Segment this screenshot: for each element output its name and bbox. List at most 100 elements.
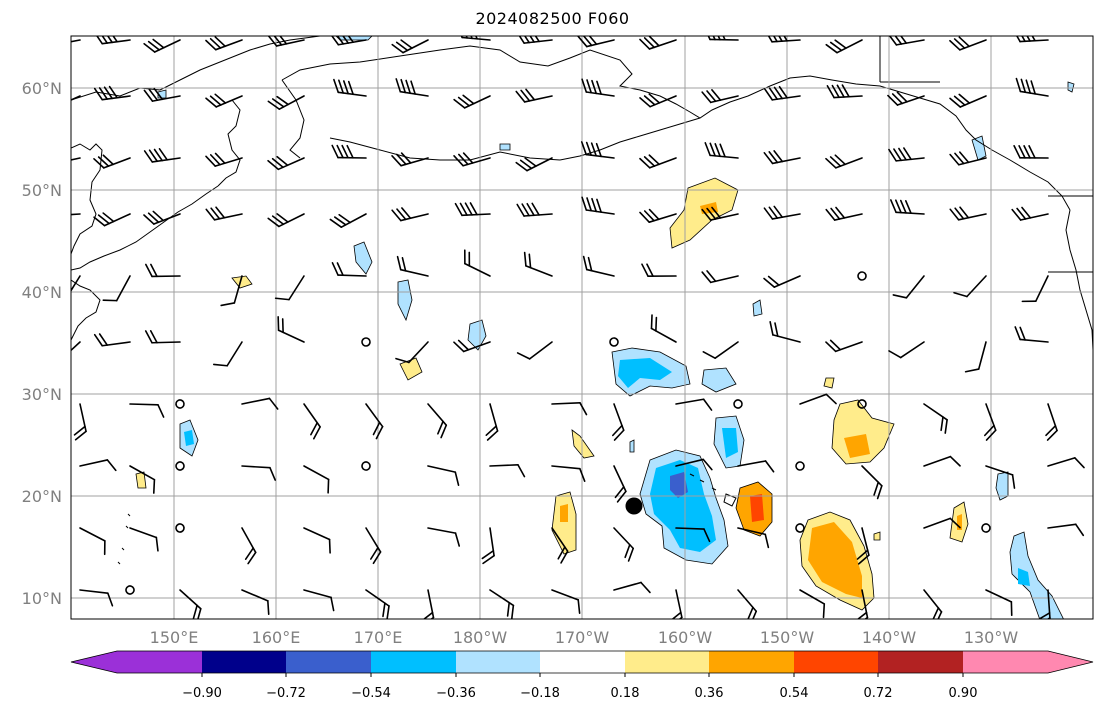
wind-barb bbox=[93, 333, 131, 347]
wind-barb bbox=[641, 263, 677, 277]
colorbar-tick-label: −0.72 bbox=[266, 686, 306, 701]
wind-barb bbox=[71, 39, 81, 46]
gridlines bbox=[71, 36, 1093, 619]
wind-barb bbox=[213, 341, 243, 367]
wind-barb bbox=[737, 589, 758, 619]
wind-barb bbox=[825, 154, 863, 169]
wind-barb bbox=[949, 93, 987, 108]
wind-barb bbox=[613, 581, 651, 594]
wind-barb bbox=[856, 527, 870, 565]
wind-barb bbox=[205, 93, 243, 108]
wind-barb bbox=[71, 341, 81, 362]
wind-barb bbox=[953, 275, 987, 298]
wind-barb bbox=[516, 202, 553, 217]
wind-barb bbox=[267, 155, 305, 171]
border-canada-alaska bbox=[879, 36, 940, 83]
wind-barb bbox=[1011, 206, 1049, 221]
colorbar-segment bbox=[456, 651, 540, 673]
wind-barb bbox=[361, 337, 371, 347]
wind-barb bbox=[220, 275, 243, 307]
wind-barb bbox=[453, 94, 491, 109]
wind-barb bbox=[825, 206, 863, 221]
wind-barb bbox=[125, 585, 135, 595]
wind-barb bbox=[795, 523, 805, 533]
map-title: 2024082500 F060 bbox=[475, 9, 630, 28]
wind-barb bbox=[175, 399, 185, 409]
wind-barb bbox=[267, 213, 305, 228]
wind-barb bbox=[888, 341, 925, 359]
wind-barb bbox=[923, 517, 961, 529]
lat-label: 50°N bbox=[22, 181, 62, 200]
wind-barb bbox=[93, 212, 131, 227]
wind-barb bbox=[577, 36, 615, 48]
wind-barb bbox=[949, 151, 987, 166]
positive-anomaly-core bbox=[750, 494, 764, 522]
negative-anomaly-region bbox=[335, 36, 373, 41]
wind-barb bbox=[1012, 36, 1049, 43]
wind-barb bbox=[205, 206, 243, 221]
wind-barb bbox=[551, 465, 586, 483]
lon-label: 160°W bbox=[658, 628, 713, 647]
lon-label: 140°W bbox=[862, 628, 917, 647]
coastline-alaska-peninsula bbox=[559, 117, 701, 161]
lon-label: 170°W bbox=[555, 628, 610, 647]
wind-barb bbox=[129, 465, 156, 494]
wind-barb bbox=[669, 589, 683, 619]
coastline-hawaii bbox=[689, 473, 737, 507]
negative-anomaly-core bbox=[184, 430, 194, 446]
wind-barb bbox=[704, 142, 739, 159]
positive-anomaly-core bbox=[808, 522, 862, 598]
coastline-islands bbox=[117, 513, 131, 565]
coastline-alaska-west bbox=[281, 79, 305, 159]
wind-barb bbox=[267, 95, 305, 110]
colorbar-tick-label: −0.90 bbox=[182, 686, 222, 701]
wind-barb bbox=[892, 275, 925, 299]
wind-barb bbox=[581, 196, 615, 215]
wind-barb bbox=[481, 527, 495, 565]
wind-barb bbox=[639, 36, 677, 50]
colorbar-segment bbox=[540, 651, 625, 673]
positive-anomaly-region bbox=[571, 429, 595, 459]
wind-barb bbox=[71, 275, 81, 301]
wind-barb bbox=[613, 465, 627, 503]
negative-anomaly-region bbox=[1067, 81, 1075, 93]
negative-anomaly-region bbox=[701, 367, 737, 393]
wind-barb bbox=[456, 36, 491, 41]
wind-barb bbox=[890, 199, 925, 215]
wind-barb bbox=[361, 461, 371, 471]
wind-barb bbox=[949, 206, 987, 221]
lon-label: 180°W bbox=[453, 628, 508, 647]
negative-anomaly-region bbox=[467, 319, 487, 351]
wind-barb bbox=[949, 36, 987, 51]
wind-barb bbox=[1021, 275, 1049, 303]
wind-barb bbox=[825, 39, 863, 54]
wind-barb bbox=[582, 255, 615, 277]
wind-barb bbox=[303, 465, 330, 494]
wind-barb bbox=[453, 339, 491, 353]
colorbar-segment bbox=[709, 651, 794, 673]
lat-label: 40°N bbox=[22, 283, 62, 302]
wind-barb bbox=[73, 403, 87, 441]
wind-barb bbox=[763, 85, 801, 101]
wind-barb bbox=[333, 78, 367, 97]
coastline-kamchatka bbox=[217, 99, 241, 187]
negative-anomaly-core bbox=[618, 358, 672, 388]
wind-barb bbox=[175, 523, 185, 533]
wind-barb bbox=[267, 36, 305, 47]
wind-barb bbox=[391, 152, 429, 167]
wind-barb bbox=[241, 465, 276, 481]
lon-label: 160°E bbox=[252, 628, 301, 647]
anomaly-shading bbox=[135, 36, 1075, 619]
wind-barb bbox=[763, 275, 801, 288]
positive-anomaly-region bbox=[823, 377, 835, 389]
wind-barb bbox=[205, 36, 243, 51]
border-canada-us bbox=[1048, 195, 1093, 273]
wind-barb bbox=[887, 91, 925, 106]
wind-barb bbox=[143, 87, 181, 102]
storm-center-marker bbox=[625, 497, 643, 515]
negative-anomaly-region bbox=[397, 279, 413, 322]
wind-barb bbox=[964, 341, 987, 373]
colorbar-tick-label: 0.18 bbox=[611, 686, 640, 701]
colorbar-extend-high bbox=[1048, 651, 1093, 673]
wind-barb bbox=[1015, 77, 1049, 97]
